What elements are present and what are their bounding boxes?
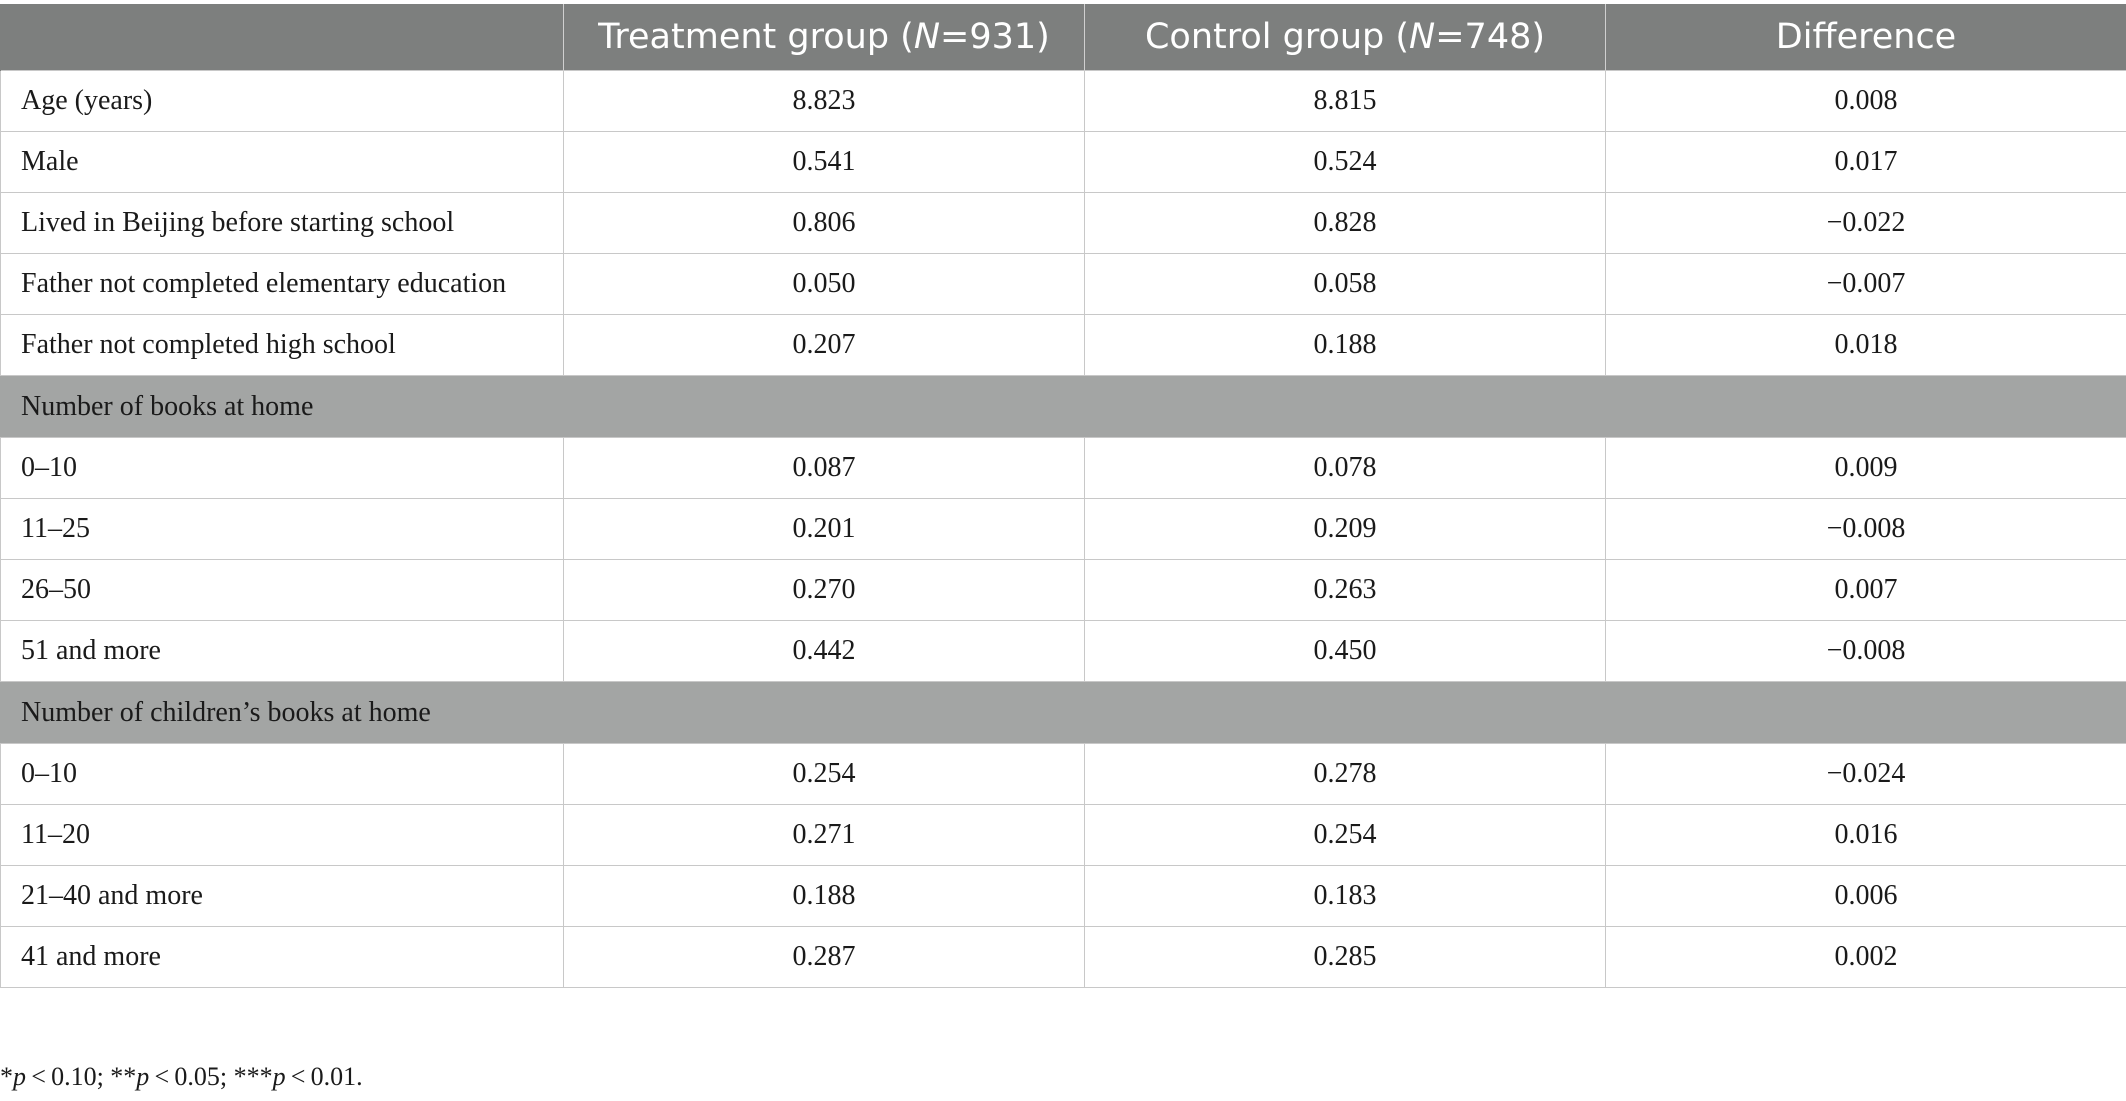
table-row: Father not completed elementary educatio… [0, 253, 2126, 315]
control-value: 0.263 [1084, 559, 1606, 621]
table-row: 0–10 0.254 0.278 −0.024 [0, 743, 2126, 805]
treatment-value: 0.087 [563, 437, 1085, 499]
difference-value: 0.006 [1605, 865, 2126, 927]
header-control-n: N [1409, 17, 1436, 57]
difference-value: −0.022 [1605, 192, 2126, 254]
table-body: Age (years) 8.823 8.815 0.008 Male 0.541… [0, 70, 2126, 988]
treatment-value: 0.271 [563, 804, 1085, 866]
treatment-value: 0.254 [563, 743, 1085, 805]
control-value: 0.278 [1084, 743, 1606, 805]
section-title: Number of children’s books at home [0, 681, 2126, 744]
header-row: Treatment group (N=931) Control group (N… [0, 4, 2126, 71]
difference-value: 0.002 [1605, 926, 2126, 988]
row-label: 21–40 and more [0, 865, 564, 927]
section-header-books: Number of books at home [0, 375, 2126, 438]
treatment-value: 0.442 [563, 620, 1085, 682]
row-label: 11–20 [0, 804, 564, 866]
row-label: 0–10 [0, 743, 564, 805]
table-row: 11–20 0.271 0.254 0.016 [0, 804, 2126, 866]
row-label: 26–50 [0, 559, 564, 621]
control-value: 8.815 [1084, 70, 1606, 132]
difference-value: −0.007 [1605, 253, 2126, 315]
control-value: 0.078 [1084, 437, 1606, 499]
footnote-text: < 0.10; ** [26, 1062, 137, 1091]
difference-value: 0.017 [1605, 131, 2126, 193]
footnote-p-symbol: p [136, 1062, 150, 1091]
row-label: Father not completed high school [0, 314, 564, 376]
treatment-value: 0.806 [563, 192, 1085, 254]
treatment-value: 8.823 [563, 70, 1085, 132]
control-value: 0.828 [1084, 192, 1606, 254]
control-value: 0.209 [1084, 498, 1606, 560]
header-treatment-suffix: =931) [940, 17, 1050, 57]
difference-value: 0.016 [1605, 804, 2126, 866]
header-control-prefix: Control group ( [1144, 17, 1410, 57]
footnote-star: * [0, 1062, 13, 1091]
header-label-column [0, 4, 564, 71]
table-row: Male 0.541 0.524 0.017 [0, 131, 2126, 193]
treatment-value: 0.201 [563, 498, 1085, 560]
treatment-value: 0.541 [563, 131, 1085, 193]
table-row: 11–25 0.201 0.209 −0.008 [0, 498, 2126, 560]
control-value: 0.183 [1084, 865, 1606, 927]
row-label: Male [0, 131, 564, 193]
treatment-value: 0.287 [563, 926, 1085, 988]
control-value: 0.450 [1084, 620, 1606, 682]
control-value: 0.285 [1084, 926, 1606, 988]
treatment-value: 0.050 [563, 253, 1085, 315]
balance-table-container: Treatment group (N=931) Control group (N… [0, 4, 2126, 988]
section-title: Number of books at home [0, 375, 2126, 438]
footnote-text: < 0.05; *** [149, 1062, 273, 1091]
header-difference-column: Difference [1605, 4, 2126, 71]
significance-footnote: *p < 0.10; **p < 0.05; ***p < 0.01. [0, 1062, 363, 1092]
table-row: Age (years) 8.823 8.815 0.008 [0, 70, 2126, 132]
table-row: Father not completed high school 0.207 0… [0, 314, 2126, 376]
difference-value: 0.008 [1605, 70, 2126, 132]
treatment-value: 0.207 [563, 314, 1085, 376]
table-row: 0–10 0.087 0.078 0.009 [0, 437, 2126, 499]
difference-value: −0.024 [1605, 743, 2126, 805]
table-header: Treatment group (N=931) Control group (N… [0, 4, 2126, 71]
table-row: 51 and more 0.442 0.450 −0.008 [0, 620, 2126, 682]
header-control-column: Control group (N=748) [1084, 4, 1606, 71]
row-label: 11–25 [0, 498, 564, 560]
balance-table: Treatment group (N=931) Control group (N… [0, 4, 2126, 988]
table-row: 26–50 0.270 0.263 0.007 [0, 559, 2126, 621]
row-label: Age (years) [0, 70, 564, 132]
difference-value: 0.009 [1605, 437, 2126, 499]
difference-value: 0.018 [1605, 314, 2126, 376]
table-row: 21–40 and more 0.188 0.183 0.006 [0, 865, 2126, 927]
footnote-p-symbol: p [272, 1062, 286, 1091]
control-value: 0.524 [1084, 131, 1606, 193]
row-label: Father not completed elementary educatio… [0, 253, 564, 315]
difference-value: −0.008 [1605, 620, 2126, 682]
treatment-value: 0.188 [563, 865, 1085, 927]
row-label: 41 and more [0, 926, 564, 988]
control-value: 0.254 [1084, 804, 1606, 866]
treatment-value: 0.270 [563, 559, 1085, 621]
row-label: 51 and more [0, 620, 564, 682]
row-label: 0–10 [0, 437, 564, 499]
footnote-p-symbol: p [13, 1062, 26, 1091]
table-row: Lived in Beijing before starting school … [0, 192, 2126, 254]
table-row: 41 and more 0.287 0.285 0.002 [0, 926, 2126, 988]
header-treatment-prefix: Treatment group ( [598, 17, 914, 57]
control-value: 0.058 [1084, 253, 1606, 315]
footnote-text: < 0.01. [285, 1062, 363, 1091]
header-control-suffix: =748) [1435, 17, 1546, 57]
difference-value: 0.007 [1605, 559, 2126, 621]
header-treatment-column: Treatment group (N=931) [563, 4, 1085, 71]
difference-value: −0.008 [1605, 498, 2126, 560]
header-treatment-n: N [913, 17, 941, 57]
section-header-children-books: Number of children’s books at home [0, 681, 2126, 744]
row-label: Lived in Beijing before starting school [0, 192, 564, 254]
control-value: 0.188 [1084, 314, 1606, 376]
